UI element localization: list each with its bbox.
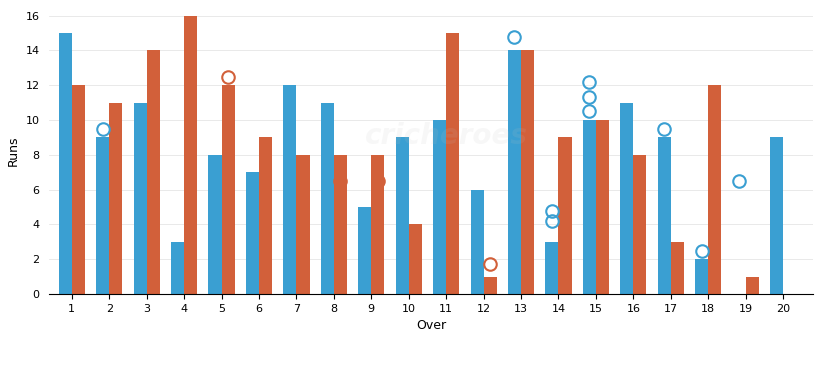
Bar [632,155,645,294]
Bar [358,207,371,294]
Bar [432,120,446,294]
Bar [208,155,221,294]
Text: cricheroes: cricheroes [364,122,527,150]
Bar [520,51,533,294]
Bar [171,242,184,294]
X-axis label: Over: Over [415,319,446,333]
Bar [695,259,708,294]
Bar [470,190,483,294]
Bar [670,242,683,294]
Bar [259,138,272,294]
Bar [408,224,421,294]
Bar [109,103,122,294]
Bar [184,15,197,294]
Bar [395,138,408,294]
Bar [59,33,72,294]
Bar [769,138,782,294]
Bar [595,120,609,294]
Bar [320,103,333,294]
Bar [657,138,670,294]
Bar [744,277,758,294]
Bar [72,85,85,294]
Bar [507,51,520,294]
Bar [582,120,595,294]
Bar [283,85,296,294]
Bar [133,103,147,294]
Y-axis label: Runs: Runs [7,135,20,166]
Bar [558,138,571,294]
Bar [246,172,259,294]
Bar [221,85,234,294]
Bar [545,242,558,294]
Bar [371,155,384,294]
Bar [619,103,632,294]
Bar [96,138,109,294]
Bar [296,155,309,294]
Bar [446,33,459,294]
Bar [147,51,160,294]
Bar [708,85,721,294]
Bar [483,277,496,294]
Bar [333,155,346,294]
